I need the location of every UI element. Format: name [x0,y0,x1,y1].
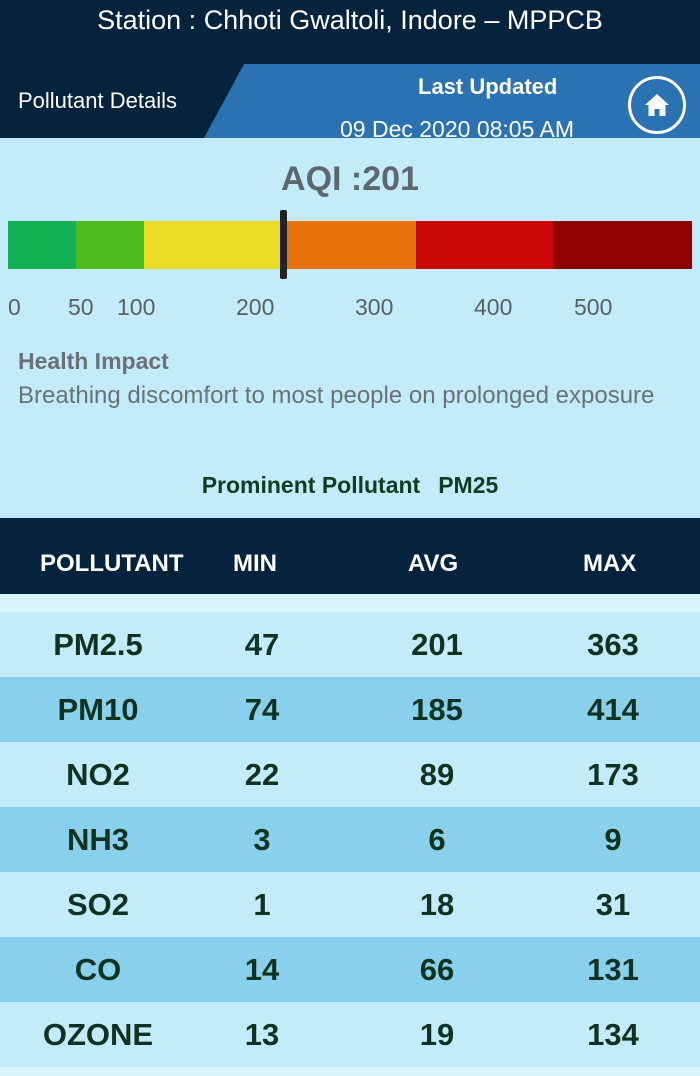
last-updated-panel [204,64,700,138]
aqi-segment [281,221,416,269]
cell-avg: 66 [419,952,455,987]
scale-tick-100: 100 [117,294,156,320]
cell-max: 414 [587,692,639,727]
table-header: POLLUTANT MIN AVG MAX [0,518,700,594]
cell-min: 1 [253,887,271,922]
cell-pollutant: NH3 [66,822,130,857]
cell-pollutant: CO [74,952,122,987]
cell-max: 363 [587,627,639,662]
home-icon [645,94,669,116]
cell-max: 173 [587,757,639,792]
table-row: OZONE 13 19 134 [0,1002,700,1067]
prominent-pollutant-label: Prominent Pollutant [201,472,421,498]
cell-pollutant: PM10 [57,692,139,727]
cell-avg: 19 [419,1017,455,1052]
bottom-strip [0,1067,700,1076]
home-button[interactable] [628,76,686,134]
scale-tick-0: 0 [8,294,21,320]
cell-pollutant: OZONE [42,1017,154,1052]
cell-min: 3 [253,822,271,857]
cell-min: 22 [244,757,280,792]
table-row: PM2.5 47 201 363 [0,612,700,677]
last-updated-value: 09 Dec 2020 08:05 AM [340,116,574,138]
aqi-segment [76,221,144,269]
aqi-segment [8,221,76,269]
cell-pollutant: PM2.5 [53,627,143,662]
table-row: SO2 1 18 31 [0,872,700,937]
table-gap [0,594,700,612]
cell-min: 74 [244,692,280,727]
cell-pollutant: SO2 [66,887,130,922]
aqi-scale-bar [8,221,692,269]
scale-tick-500: 500 [574,294,613,320]
health-impact-title: Health Impact [18,348,169,374]
prominent-pollutant-value: PM25 [438,472,499,498]
cell-avg: 89 [419,757,455,792]
sub-header: Pollutant Details Last Updated 09 Dec 20… [0,62,700,138]
last-updated-label: Last Updated [418,74,558,99]
cell-max: 131 [587,952,639,987]
station-title-bar: Station : Chhoti Gwaltoli, Indore – MPPC… [0,0,700,62]
cell-pollutant: NO2 [66,757,130,792]
header-avg: AVG [408,550,459,577]
table-row: NH3 3 6 9 [0,807,700,872]
cell-avg: 6 [428,822,446,857]
cell-max: 31 [595,887,631,922]
header-max: MAX [583,550,637,577]
aqi-segment [416,221,553,269]
aqi-segment [553,221,692,269]
scale-tick-300: 300 [355,294,394,320]
cell-max: 134 [587,1017,639,1052]
cell-avg: 201 [411,627,463,662]
scale-tick-400: 400 [474,294,513,320]
header-pollutant: POLLUTANT [40,550,184,577]
header-min: MIN [233,550,277,577]
cell-min: 47 [244,627,280,662]
table-row: NO2 22 89 173 [0,742,700,807]
cell-avg: 185 [411,692,463,727]
cell-max: 9 [604,822,622,857]
cell-min: 13 [244,1017,280,1052]
station-title: Station : Chhoti Gwaltoli, Indore – MPPC… [97,5,603,35]
aqi-segment [144,221,281,269]
table-row: PM10 74 185 414 [0,677,700,742]
table-row: CO 14 66 131 [0,937,700,1002]
health-impact-text: Breathing discomfort to most people on p… [18,382,655,409]
scale-tick-200: 200 [236,294,275,320]
aqi-marker [280,210,288,279]
cell-min: 14 [244,952,280,987]
prominent-pollutant: Prominent Pollutant PM25 [0,472,700,499]
cell-avg: 18 [419,887,455,922]
page-label: Pollutant Details [18,88,177,113]
aqi-value-label: AQI :201 [281,160,419,198]
scale-tick-50: 50 [68,294,94,320]
